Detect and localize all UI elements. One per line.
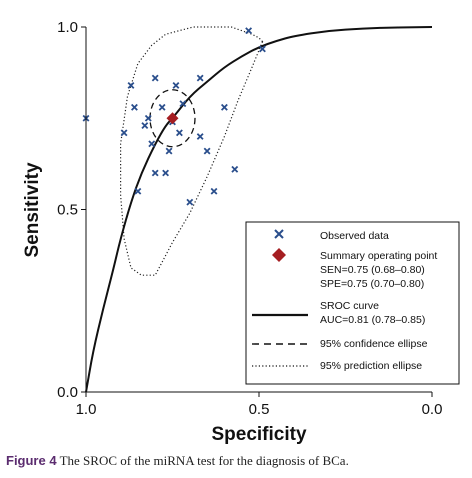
- observed-point: [144, 114, 152, 122]
- figure-caption: Figure 4 The SROC of the miRNA test for …: [6, 453, 468, 469]
- observed-point: [259, 45, 266, 53]
- observed-point: [120, 129, 128, 137]
- sroc-chart: 1.0 0.5 0.0 0.0 0.5 1.0 Specificity Sensitivi…: [22, 19, 460, 445]
- observed-point: [196, 74, 204, 82]
- observed-point: [220, 103, 228, 111]
- observed-point: [134, 187, 142, 195]
- observed-point: [231, 165, 239, 173]
- y-tick-label: 0.0: [57, 384, 78, 401]
- observed-point: [172, 81, 180, 89]
- summary-point: [166, 112, 179, 125]
- observed-point: [245, 27, 253, 35]
- tick-group: 1.0 0.5 0.0 0.0 0.5 1.0: [57, 19, 442, 418]
- sroc-curve: [85, 26, 433, 393]
- y-axis-title: Sensitivity: [22, 162, 43, 257]
- legend-label-sroc: SROC curve: [320, 300, 379, 312]
- x-tick-label: 0.0: [422, 401, 443, 418]
- observed-point: [179, 100, 187, 108]
- observed-point: [210, 187, 218, 195]
- x-tick-label: 1.0: [76, 401, 97, 418]
- observed-point: [131, 103, 138, 111]
- observed-point: [203, 147, 211, 155]
- observed-point: [127, 81, 135, 89]
- observed-point: [165, 147, 173, 155]
- legend-label-prediction: 95% prediction ellipse: [320, 360, 422, 372]
- observed-point: [141, 122, 149, 129]
- legend-label-observed: Observed data: [320, 230, 389, 242]
- observed-point: [151, 169, 159, 177]
- legend-label-spe: SPE=0.75 (0.70–0.80): [320, 278, 424, 290]
- caption-text: The SROC of the miRNA test for the diagn…: [56, 453, 349, 468]
- observed-point: [148, 140, 156, 148]
- legend-marker-summary: [272, 248, 286, 262]
- observed-point: [158, 103, 166, 111]
- observed-point: [162, 169, 170, 177]
- observed-point: [186, 198, 194, 206]
- legend-label-summary: Summary operating point: [320, 250, 437, 262]
- legend: Observed data Summary operating point SE…: [245, 221, 460, 385]
- plot-area: [82, 26, 433, 393]
- legend-box: [245, 221, 460, 385]
- legend-label-auc: AUC=0.81 (0.78–0.85): [320, 314, 425, 326]
- observed-point: [196, 133, 204, 140]
- prediction-ellipse: [120, 26, 264, 276]
- legend-marker-observed: [274, 229, 284, 239]
- y-tick-label: 1.0: [57, 19, 78, 36]
- confidence-ellipse: [149, 89, 196, 148]
- caption-label: Figure 4: [6, 453, 57, 468]
- legend-label-sen: SEN=0.75 (0.68–0.80): [320, 264, 425, 276]
- observed-point: [175, 129, 183, 137]
- y-tick-label: 0.5: [57, 202, 78, 219]
- legend-label-confidence: 95% confidence ellipse: [320, 338, 428, 350]
- x-tick-label: 0.5: [249, 401, 270, 418]
- observed-point: [151, 74, 159, 82]
- x-axis-title: Specificity: [211, 424, 306, 445]
